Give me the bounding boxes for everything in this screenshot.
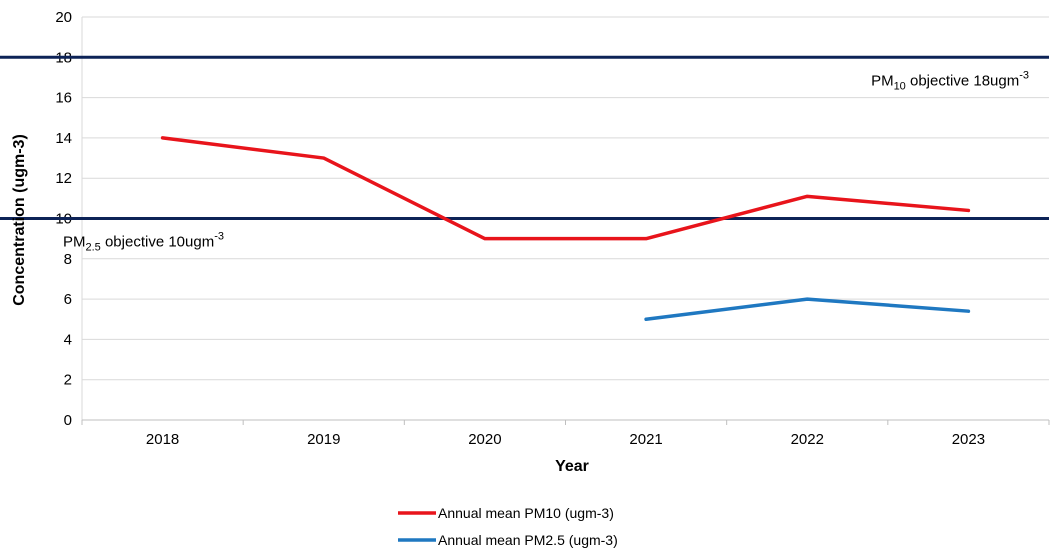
x-tick-label: 2020 xyxy=(468,431,501,448)
legend: Annual mean PM10 (ugm-3) Annual mean PM2.… xyxy=(398,505,618,548)
y-tick-label: 16 xyxy=(55,90,72,107)
y-tick-label: 14 xyxy=(55,130,72,147)
legend-label: Annual mean PM2.5 (ugm-3) xyxy=(438,532,618,548)
axes xyxy=(81,17,1050,425)
data-series xyxy=(160,136,971,321)
gridlines xyxy=(82,16,1049,381)
y-tick-label: 20 xyxy=(55,9,72,26)
legend-label: Annual mean PM10 (ugm-3) xyxy=(438,505,614,521)
objective-label: PM10 objective 18ugm-3 xyxy=(871,69,1029,92)
y-tick-label: 2 xyxy=(64,372,72,389)
series-line xyxy=(644,297,971,321)
y-tick-label: 12 xyxy=(55,170,72,187)
x-tick-label: 2023 xyxy=(952,431,985,448)
objective-lines: PM10 objective 18ugm-3 PM2.5 objective 10… xyxy=(0,55,1049,254)
y-tick-label: 4 xyxy=(64,331,72,348)
x-tick-label: 2018 xyxy=(146,431,179,448)
objective-label: PM2.5 objective 10ugm-3 xyxy=(63,231,224,254)
x-tick-label: 2021 xyxy=(629,431,662,448)
y-tick-label: 0 xyxy=(64,412,72,429)
x-tick-labels: 2018 2019 2020 2021 2022 2023 xyxy=(146,431,985,448)
x-tick-label: 2019 xyxy=(307,431,340,448)
series-line xyxy=(160,136,971,241)
y-tick-label: 6 xyxy=(64,291,72,308)
x-tick-label: 2022 xyxy=(791,431,824,448)
y-tick-label: 8 xyxy=(64,251,72,268)
y-axis-title: Concentration (ugm-3) xyxy=(11,134,28,306)
x-axis-title: Year xyxy=(555,458,589,475)
